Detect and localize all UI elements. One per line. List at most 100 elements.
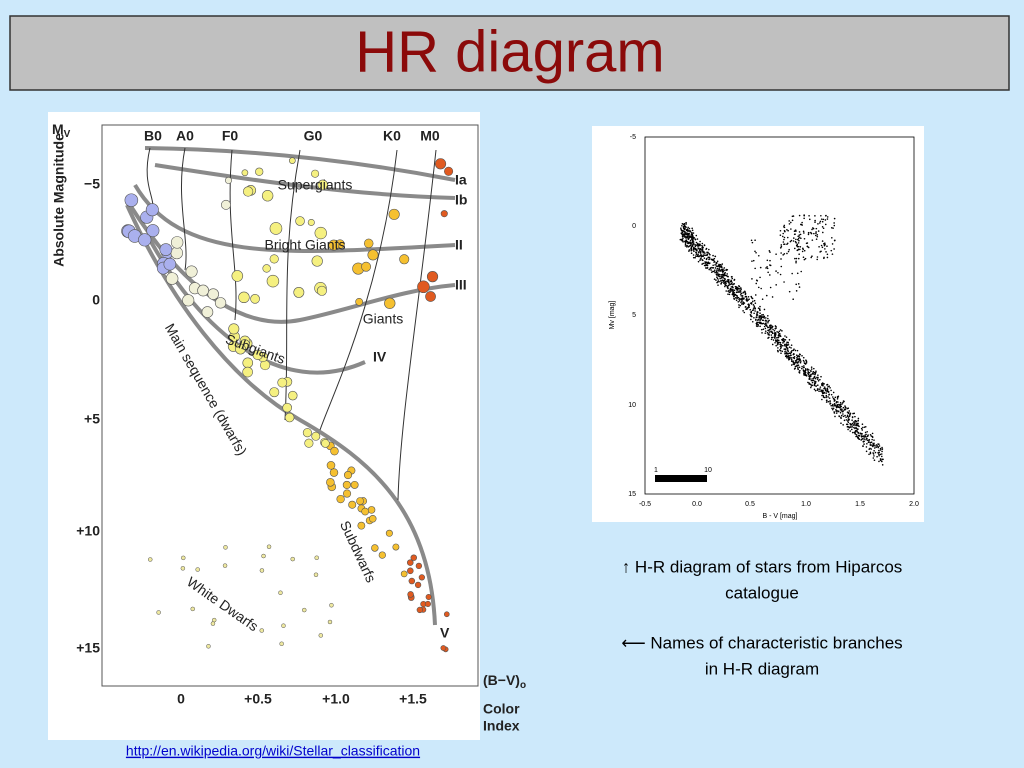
star-dot <box>723 269 725 272</box>
star-dot <box>830 249 833 252</box>
star-dot <box>864 431 867 434</box>
star <box>342 489 352 498</box>
star-dot <box>777 336 780 339</box>
star-dot <box>822 390 824 392</box>
star <box>269 254 279 264</box>
star-dot <box>788 352 791 355</box>
star <box>343 470 353 480</box>
star-dot <box>721 281 723 284</box>
star-dot <box>820 375 822 378</box>
star-dot <box>803 361 805 363</box>
star-dot <box>799 361 802 364</box>
star-dot <box>798 231 801 233</box>
star-dot <box>692 235 694 237</box>
star-dot <box>799 359 801 362</box>
star-dot <box>865 446 868 448</box>
star-dot <box>846 411 849 413</box>
star-dot <box>700 257 702 259</box>
star-dot <box>814 377 817 380</box>
star-dot <box>697 251 700 254</box>
star-dot <box>716 277 719 280</box>
star-dot <box>815 238 818 240</box>
star <box>342 480 351 489</box>
star-dot <box>868 453 870 456</box>
star-dot <box>852 424 854 426</box>
star-dot <box>688 230 690 232</box>
star-dot <box>714 269 716 271</box>
star-dot <box>727 293 729 295</box>
star-dot <box>797 355 800 357</box>
star-dot <box>732 291 734 294</box>
star-dot <box>736 291 739 293</box>
star-dot <box>713 278 716 280</box>
star-dot <box>853 412 856 415</box>
star-dot <box>761 314 763 316</box>
star-dot <box>754 294 757 296</box>
star-dot <box>731 289 733 292</box>
branch-label: Bright Giants <box>265 237 346 253</box>
star-dot <box>682 237 684 240</box>
star <box>266 544 272 550</box>
star-dot <box>853 431 856 434</box>
star-dot <box>729 280 732 283</box>
star <box>314 226 327 240</box>
link[interactable]: http://en.wikipedia.org/wiki/Stellar_cla… <box>126 743 420 759</box>
star-dot <box>750 295 753 298</box>
star-dot <box>704 252 706 254</box>
star-dot <box>697 260 700 263</box>
star-dot <box>691 239 694 242</box>
star-dot <box>790 351 793 354</box>
star <box>181 555 186 561</box>
star <box>371 544 379 552</box>
star-dot <box>817 223 819 225</box>
star-dot <box>853 423 855 425</box>
x-tick-label: 0.0 <box>692 501 702 508</box>
star-dot <box>757 323 759 326</box>
star-dot <box>827 396 829 398</box>
star-dot <box>832 391 835 394</box>
star-dot <box>696 249 698 252</box>
star-dot <box>716 272 719 274</box>
star-dot <box>862 426 864 429</box>
star-dot <box>707 251 709 254</box>
star-dot <box>749 313 752 316</box>
star-dot <box>792 237 795 239</box>
star <box>356 497 364 505</box>
star-dot <box>737 296 740 299</box>
star-dot <box>795 257 798 260</box>
link-text[interactable]: http://en.wikipedia.org/wiki/Stellar_cla… <box>126 743 420 759</box>
star-dot <box>858 438 860 440</box>
star-dot <box>826 388 829 391</box>
star-dot <box>833 402 836 405</box>
star-dot <box>831 236 833 239</box>
star-dot <box>694 244 697 246</box>
star-dot <box>801 354 803 357</box>
star-dot <box>813 367 815 370</box>
star-dot <box>831 253 834 255</box>
star-dot <box>800 237 802 240</box>
star-dot <box>750 312 753 314</box>
star-dot <box>722 280 725 282</box>
star-dot <box>867 441 870 444</box>
star-dot <box>817 376 819 379</box>
star-dot <box>755 316 758 318</box>
star-dot <box>790 228 792 230</box>
star-dot <box>860 439 862 441</box>
star-dot <box>794 365 797 368</box>
star-dot <box>827 385 829 388</box>
star-dot <box>798 286 801 288</box>
star-dot <box>792 240 795 242</box>
star-dot <box>778 330 781 333</box>
star-dot <box>764 327 767 330</box>
star-dot <box>750 315 752 318</box>
star-dot <box>769 325 771 328</box>
star <box>304 438 314 448</box>
star-dot <box>779 234 782 236</box>
star-dot <box>815 232 817 234</box>
star-dot <box>759 321 761 324</box>
star-dot <box>807 233 810 236</box>
star-dot <box>781 338 783 341</box>
star-dot <box>708 252 710 255</box>
star <box>363 238 374 249</box>
star-dot <box>750 310 753 313</box>
